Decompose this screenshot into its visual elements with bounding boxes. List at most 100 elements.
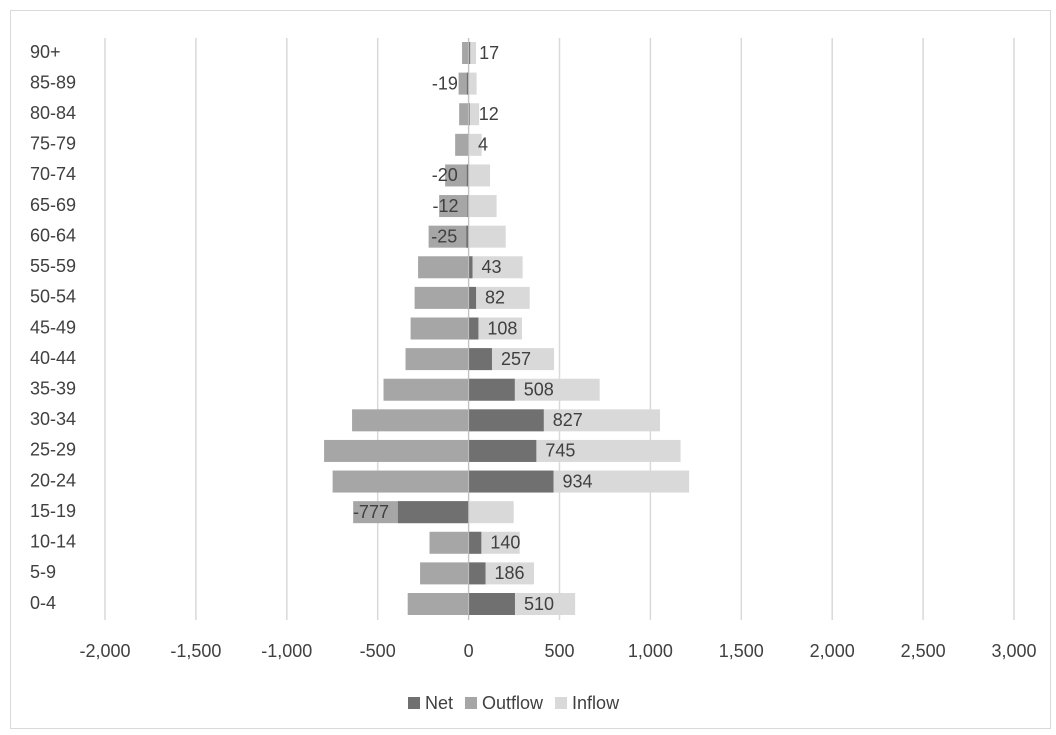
bar [467,195,469,218]
bar [458,72,469,95]
legend-label: Net [425,693,453,713]
bar [468,286,530,309]
data-label: 510 [524,594,554,614]
bar [332,470,469,493]
bar [468,256,523,279]
bar [468,348,492,371]
bar [468,42,477,64]
bar [439,195,469,218]
bar [429,531,469,554]
bar [407,593,469,615]
y-tick-label: 20-24 [30,470,76,490]
legend-swatch [555,697,568,709]
bar [410,317,469,340]
bar [445,164,469,187]
bar [468,286,477,309]
y-tick-label: 30-34 [30,409,76,429]
y-tick-label: 85-89 [30,72,76,92]
data-label: 508 [524,379,554,399]
y-tick-label: 25-29 [30,440,76,460]
y-tick-label: 40-44 [30,348,76,368]
data-label: 186 [495,563,525,583]
data-label: -20 [432,165,458,185]
bar [468,317,523,340]
bar [414,286,469,309]
x-tick-label: 1,500 [719,641,764,661]
bar [468,531,520,554]
bar [468,409,544,432]
data-label: 140 [490,533,520,553]
data-label: 745 [545,441,575,461]
legend-label: Inflow [572,693,620,713]
bar [428,225,469,248]
bar [466,164,469,187]
y-tick-label: 5-9 [30,562,56,582]
bar [455,133,469,156]
x-tick-label: 1,000 [628,641,673,661]
y-tick-label: 80-84 [30,103,76,123]
y-tick-label: 0-4 [30,593,56,613]
y-tick-label: 70-74 [30,164,76,184]
data-label: 257 [501,349,531,369]
bar [468,72,477,95]
bar [468,164,491,187]
y-tick-label: 60-64 [30,225,76,245]
data-label: 108 [487,318,517,338]
x-tick-label: 3,000 [991,641,1036,661]
y-tick-label: 55-59 [30,256,76,276]
y-tick-label: 75-79 [30,134,76,154]
bar [468,42,471,64]
x-tick-label: -500 [360,641,396,661]
bar [468,531,482,554]
bar [397,501,469,524]
bar [468,439,537,462]
data-label: 934 [563,471,593,491]
data-label: 4 [478,135,488,155]
bar [468,225,506,248]
bar [324,439,469,462]
x-tick-label: -1,000 [261,641,312,661]
x-tick-label: -2,000 [79,641,130,661]
bar [383,378,469,401]
bar [468,470,554,493]
y-tick-label: 65-69 [30,195,76,215]
y-tick-label: 90+ [30,42,61,62]
legend-swatch [465,697,478,709]
bar [468,195,497,218]
x-tick-label: 2,500 [901,641,946,661]
legend-label: Outflow [482,693,544,713]
bar [462,42,469,64]
y-tick-label: 15-19 [30,501,76,521]
data-label: 17 [479,43,499,63]
x-tick-label: 0 [464,641,474,661]
data-label: -777 [353,502,389,522]
bar [459,103,469,126]
bar [468,133,482,156]
data-label: 43 [482,257,502,277]
bar [468,103,480,126]
bar [405,348,469,371]
bar [468,378,515,401]
x-tick-label: 2,000 [810,641,855,661]
data-label: 827 [553,410,583,430]
data-label: -19 [432,73,458,93]
data-label: 12 [479,104,499,124]
bar [466,225,469,248]
data-label: 82 [485,288,505,308]
bar [468,562,486,585]
x-tick-label: 500 [544,641,574,661]
bar [352,409,469,432]
y-tick-label: 45-49 [30,317,76,337]
bar [418,256,469,279]
bar [468,501,514,524]
x-tick-label: -1,500 [170,641,221,661]
bar [468,593,515,615]
data-label: -12 [432,196,458,216]
bar [468,256,473,279]
y-tick-label: 35-39 [30,378,76,398]
data-label: -25 [431,226,457,246]
bar [420,562,469,585]
y-tick-label: 50-54 [30,287,76,307]
